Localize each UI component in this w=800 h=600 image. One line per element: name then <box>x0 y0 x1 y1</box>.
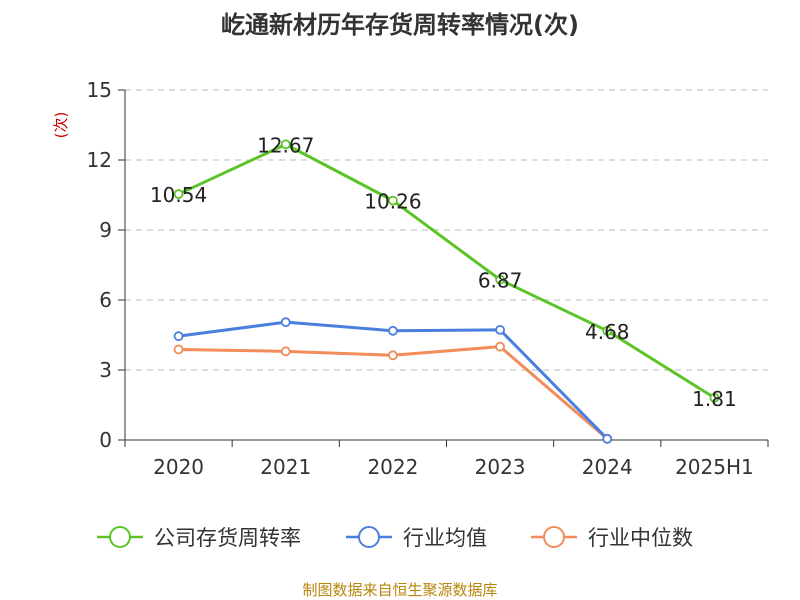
data-point <box>602 325 613 336</box>
legend-label: 公司存货周转率 <box>154 526 301 550</box>
x-tick-label: 2025H1 <box>675 455 754 479</box>
legend-label: 行业均值 <box>403 526 487 550</box>
y-tick-label: 0 <box>99 428 112 452</box>
series-line-1 <box>178 320 609 440</box>
y-axis-label: (次) <box>52 112 70 139</box>
y-tick-label: 12 <box>87 148 112 172</box>
legend-marker <box>358 526 380 548</box>
data-label: 12.67 <box>257 133 314 157</box>
data-point <box>388 325 398 336</box>
data-point <box>388 195 398 206</box>
x-tick-label: 2023 <box>475 455 526 479</box>
data-point <box>173 331 184 342</box>
series-group <box>173 139 720 444</box>
source-note: 制图数据来自恒生聚源数据库 <box>302 581 497 599</box>
data-point <box>280 346 291 357</box>
data-labels: 10.54 12.67 10.26 6.87 4.68 1.81 <box>150 133 737 410</box>
chart-title: 屹通新材历年存货周转率情况(次) <box>221 11 579 39</box>
data-point <box>709 392 720 403</box>
legend-marker <box>109 526 131 548</box>
data-point <box>388 350 398 361</box>
y-tick-label: 15 <box>87 78 112 102</box>
data-point <box>173 189 184 199</box>
legend-marker <box>543 526 565 548</box>
x-tick-label: 2024 <box>582 455 633 479</box>
data-point <box>602 433 613 444</box>
legend-label: 行业中位数 <box>588 526 693 550</box>
axes: 0 3 6 9 12 15 2020 2021 2022 2023 2024 2025H1 <box>87 78 769 479</box>
data-label: 10.54 <box>150 183 207 207</box>
data-label: 10.26 <box>364 190 421 214</box>
data-point <box>495 274 505 285</box>
x-tick-label: 2022 <box>367 455 418 479</box>
y-tick-label: 3 <box>99 358 112 382</box>
y-tick-label: 9 <box>99 218 112 242</box>
series-line-2 <box>178 345 609 440</box>
data-label: 1.81 <box>692 387 737 411</box>
data-point <box>173 344 184 355</box>
y-tick-label: 6 <box>99 288 112 312</box>
grid-lines <box>125 89 768 371</box>
data-point <box>495 324 505 335</box>
legend: 公司存货周转率 行业均值 行业中位数 <box>97 526 693 550</box>
data-label: 4.68 <box>585 320 630 344</box>
x-tick-label: 2020 <box>153 455 204 479</box>
data-point <box>280 317 291 328</box>
series-line-0 <box>177 142 716 400</box>
data-point <box>280 139 291 150</box>
data-label: 6.87 <box>478 269 523 293</box>
data-point <box>495 341 505 352</box>
x-tick-label: 2021 <box>260 455 311 479</box>
